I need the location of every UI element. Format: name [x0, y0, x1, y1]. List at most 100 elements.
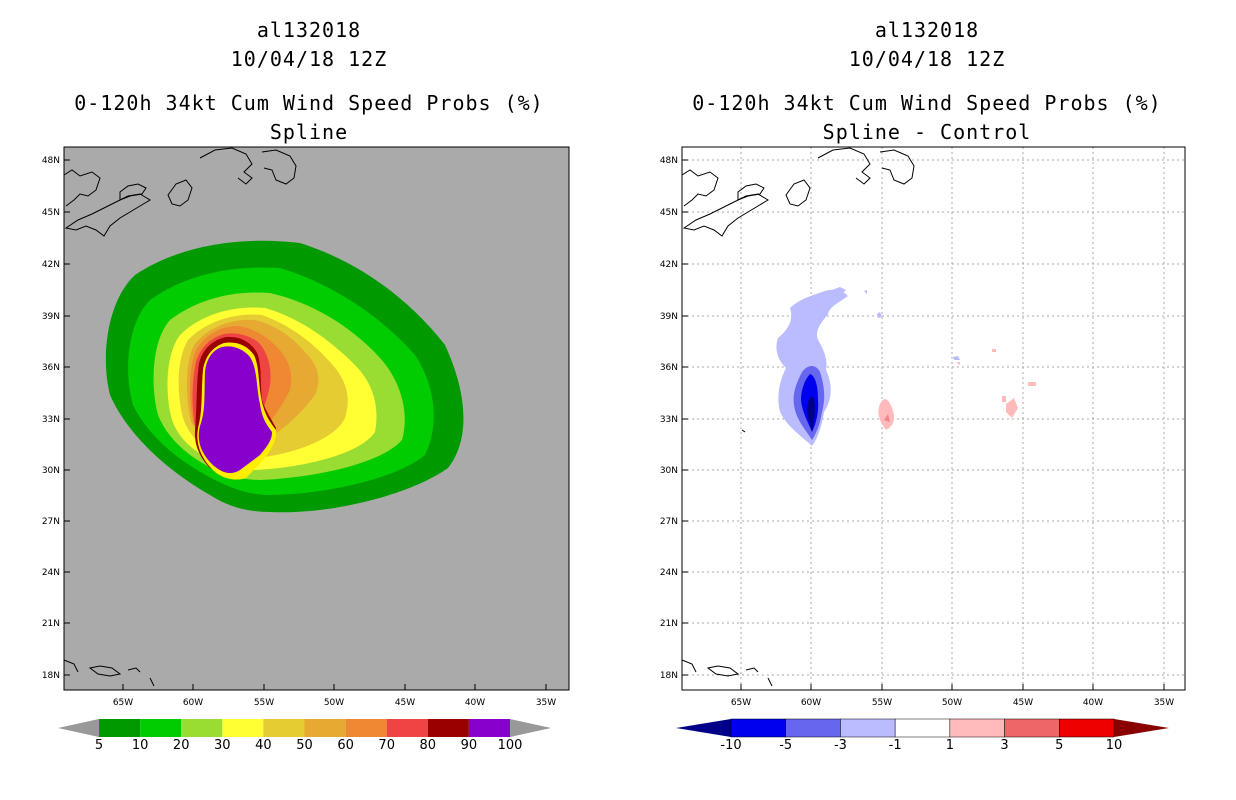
map-difference: 48N 45N 42N 39N 36N 33N 30N 27N 24N 21N 18N 65W 60W 5… — [660, 146, 1186, 753]
lat-label: 24N — [660, 568, 678, 578]
datetime-label: 10/04/18 12Z — [848, 47, 1006, 71]
lat-label: 42N — [42, 260, 60, 270]
coastline — [681, 147, 915, 687]
lat-label: 42N — [660, 260, 678, 270]
colorbar-label: 90 — [461, 738, 478, 753]
colorbar-low-arrow — [676, 719, 731, 737]
datetime-label: 10/04/18 12Z — [230, 47, 388, 71]
colorbar-swatch — [730, 718, 786, 738]
colorbar-high-arrow — [510, 719, 551, 737]
lon-label: 45W — [1013, 698, 1033, 708]
lat-label: 21N — [660, 619, 678, 629]
contour-neg-1e — [953, 356, 960, 360]
probability-field — [105, 240, 464, 513]
colorbar-label: 20 — [173, 738, 190, 753]
lat-label: 30N — [42, 466, 60, 476]
difference-field — [776, 287, 1036, 446]
contour-100 — [198, 346, 272, 474]
lon-label: 55W — [254, 698, 274, 708]
lon-label: 60W — [183, 698, 203, 708]
lat-label: 24N — [42, 568, 60, 578]
lat-label: 45N — [660, 208, 678, 218]
colorbar-low-arrow — [58, 719, 99, 737]
contour-pos-1f — [956, 362, 960, 365]
colorbar-label: 1 — [946, 738, 954, 753]
panel-spline: al132018 10/04/18 12Z 0-120h 34kt Cum Wi… — [42, 18, 570, 753]
colorbar-swatch — [427, 719, 469, 737]
colorbar-label: 50 — [296, 738, 313, 753]
lat-label: 27N — [42, 517, 60, 527]
map-spline: 48N 45N 42N 39N 36N 33N 30N 27N 24N 21N 18N 65W 60W 5… — [42, 146, 570, 753]
lat-label: 30N — [660, 466, 678, 476]
colorbar-swatch — [840, 718, 896, 738]
lon-label: 40W — [465, 698, 485, 708]
colorbar-high-arrow — [1114, 719, 1169, 737]
colorbar-label: 5 — [1055, 738, 1063, 753]
colorbar-swatch — [785, 718, 841, 738]
contour-pos-1b — [1006, 398, 1018, 418]
lat-label: 36N — [42, 363, 60, 373]
storm-id-label: al132018 — [256, 18, 362, 42]
lon-label: 60W — [801, 698, 821, 708]
lon-label: 35W — [1154, 698, 1174, 708]
colorbar-swatch — [181, 719, 223, 737]
colorbar-label: 70 — [378, 738, 395, 753]
lat-label: 48N — [42, 156, 60, 166]
contour-neg-1d — [877, 312, 882, 318]
colorbar: -10 -5 -3 -1 1 3 5 10 — [676, 718, 1169, 753]
colorbar-label: -1 — [889, 738, 902, 753]
contour-pos-1c — [1028, 382, 1036, 386]
colorbar-swatch — [222, 719, 264, 737]
contour-neg-10 — [807, 396, 816, 432]
contour-pos-1 — [878, 399, 894, 430]
coastline — [63, 147, 297, 687]
contour-neg-1c — [864, 290, 867, 294]
contour-neg-1b — [832, 287, 846, 296]
axis-ticks: 48N 45N 42N 39N 36N 33N 30N 27N 24N 21N 18N 65W 60W 5… — [660, 156, 1174, 708]
product-title: 0-120h 34kt Cum Wind Speed Probs (%) — [692, 91, 1162, 115]
colorbar-label: 10 — [1106, 738, 1123, 753]
lon-label: 55W — [872, 698, 892, 708]
lon-label: 45W — [395, 698, 415, 708]
colorbar-label: -10 — [720, 738, 741, 753]
colorbar-label: -5 — [779, 738, 792, 753]
panel-subtitle: Spline - Control — [822, 120, 1032, 144]
lat-label: 33N — [660, 415, 678, 425]
colorbar-label: 100 — [498, 738, 523, 753]
lat-label: 18N — [660, 671, 678, 681]
colorbar-label: 40 — [255, 738, 272, 753]
colorbar-label: 5 — [95, 738, 103, 753]
lat-label: 45N — [42, 208, 60, 218]
colorbar-swatch — [140, 719, 182, 737]
lat-label: 48N — [660, 156, 678, 166]
lat-label: 39N — [660, 312, 678, 322]
contour-pos-1d — [1002, 396, 1006, 402]
lat-label: 18N — [42, 671, 60, 681]
lat-label: 39N — [42, 312, 60, 322]
lat-label: 36N — [660, 363, 678, 373]
colorbar: 5 10 20 30 40 50 60 70 80 90 100 — [58, 719, 551, 753]
colorbar-swatch — [99, 719, 141, 737]
lat-label: 27N — [660, 517, 678, 527]
lon-label: 50W — [942, 698, 962, 708]
lon-label: 65W — [731, 698, 751, 708]
colorbar-swatch — [263, 719, 305, 737]
colorbar-label: -3 — [834, 738, 847, 753]
colorbar-label: 30 — [214, 738, 231, 753]
colorbar-swatch — [1004, 718, 1060, 738]
axis-ticks: 48N 45N 42N 39N 36N 33N 30N 27N 24N 21N 18N 65W 60W 5… — [42, 156, 556, 708]
lat-label: 33N — [42, 415, 60, 425]
colorbar-swatch — [894, 718, 951, 738]
colorbar-swatch — [1059, 718, 1115, 738]
contour-pos-3 — [884, 414, 890, 422]
colorbar-label: 60 — [337, 738, 354, 753]
colorbar-swatch — [304, 719, 346, 737]
lon-label: 50W — [324, 698, 344, 708]
colorbar-swatch — [345, 719, 387, 737]
storm-id-label: al132018 — [874, 18, 980, 42]
colorbar-label: 80 — [420, 738, 437, 753]
panel-subtitle: Spline — [269, 120, 349, 144]
colorbar-swatch — [949, 718, 1005, 738]
colorbar-swatch — [468, 719, 510, 737]
colorbar-label: 3 — [1000, 738, 1008, 753]
